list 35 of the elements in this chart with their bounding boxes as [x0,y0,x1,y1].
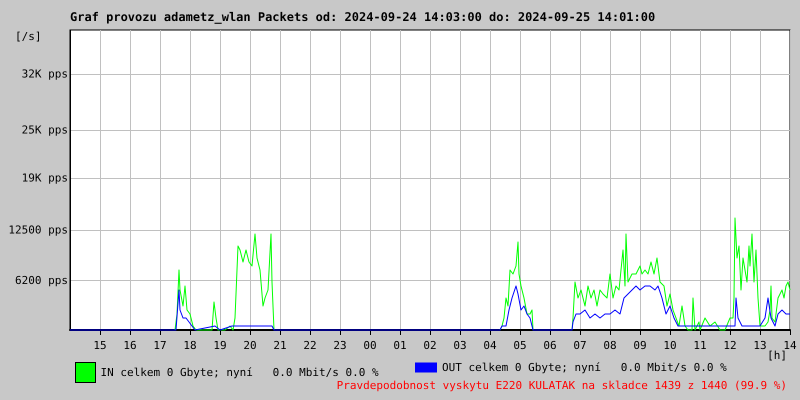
x-tick-label: 12 [723,339,737,352]
x-tick-label: 21 [273,339,287,352]
y-tick-label: 12500 pps [8,224,68,236]
x-tick-label: 11 [693,339,707,352]
x-tick-label: 10 [663,339,677,352]
x-tick-label: 16 [123,339,137,352]
chart-title: Graf provozu adametz_wlan Packets od: 2024-09-24 14:03:00 do: 2024-09-25 14:01:00 [70,10,656,24]
x-tick-label: 18 [183,339,197,352]
x-tick-label: 19 [213,339,227,352]
x-tick-label: 02 [423,339,437,352]
x-tick-label: 08 [603,339,617,352]
x-axis-title: [h] [767,349,788,362]
x-tick-label: 14 [783,339,797,352]
x-tick-label: 04 [483,339,497,352]
x-tick-label: 17 [153,339,167,352]
legend-label: OUT celkem 0 Gbyte; nyní 0.0 Mbit/s 0.0 % [442,361,728,374]
x-tick-label: 05 [513,339,527,352]
x-tick-label: 03 [453,339,467,352]
y-tick-label: 19K pps [22,172,68,184]
y-tick-label: 32K pps [22,68,68,80]
x-tick-label: 01 [393,339,407,352]
text: Pravdepodobnost vyskytu E220 KULATAK na skladce 1439 z 1440 (99.9 %) [336,379,788,392]
x-tick-label: 22 [303,339,317,352]
x-tick-label: 20 [243,339,257,352]
y-axis-title: [/s] [15,30,42,43]
x-tick-label: 13 [753,339,767,352]
legend-label: IN celkem 0 Gbyte; nyní 0.0 Mbit/s 0.0 % [100,366,380,379]
x-tick-label: 07 [573,339,587,352]
x-tick-label: 09 [633,339,647,352]
x-tick-label: 15 [93,339,107,352]
y-tick-label: 6200 pps [15,274,68,287]
x-tick-label: 00 [363,339,377,352]
x-tick-label: 06 [543,339,557,352]
x-tick-label: 23 [333,339,347,352]
y-tick-label: 25K pps [22,124,68,136]
